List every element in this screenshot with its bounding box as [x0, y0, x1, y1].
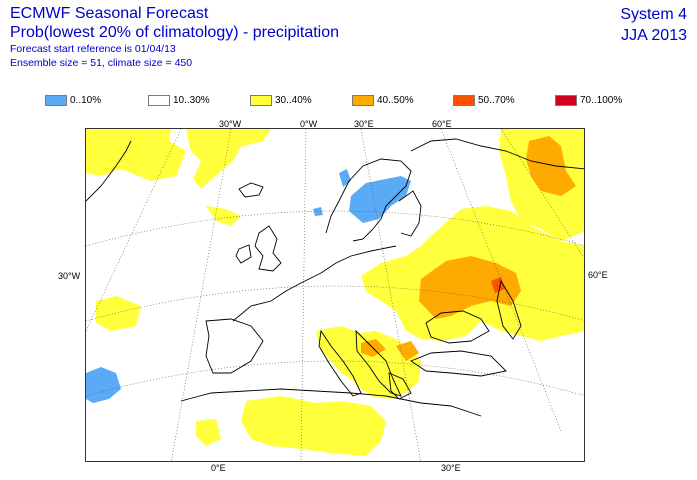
grid-label-left-30w: 30°W [58, 271, 81, 281]
probability-40-50-areas [361, 136, 576, 361]
legend: 0..10% 10..30% 30..40% 40..50% 50..70% 7… [0, 94, 697, 110]
coast-balkans [355, 329, 402, 397]
forecast-start-reference: Forecast start reference is 01/04/13 [10, 43, 176, 55]
coast-russia-north [410, 138, 584, 170]
coast-greece [388, 372, 412, 400]
coast-europe [232, 245, 397, 322]
forecast-subtitle: Prob(lowest 20% of climatology) - precip… [10, 24, 340, 41]
legend-label-50-70: 50..70% [478, 95, 515, 106]
grid-label-top-30e: 30°E [354, 119, 374, 129]
ensemble-size: Ensemble size = 51, climate size = 450 [10, 56, 193, 69]
legend-label-10-30: 10..30% [173, 95, 210, 106]
coast-iberia [205, 318, 264, 374]
graticule [86, 129, 584, 461]
area-scandinavia-blue [349, 176, 411, 223]
area-iceland-sea [206, 206, 241, 226]
forecast-title: ECMWF Seasonal Forecast [10, 5, 209, 22]
legend-swatch-50-70 [453, 95, 475, 106]
area-north-africa [241, 396, 386, 456]
coast-turkey [410, 350, 507, 377]
map-canvas [86, 129, 584, 461]
legend-swatch-40-50 [352, 95, 374, 106]
season-label: JJA 2013 [621, 27, 687, 44]
area-balkans [316, 326, 421, 399]
coast-britain [254, 225, 282, 272]
system-label: System 4 [620, 6, 687, 23]
coast-africa [180, 388, 482, 417]
legend-label-30-40: 30..40% [275, 95, 312, 106]
area-atlantic-blue [86, 367, 121, 403]
coast-ireland [235, 244, 252, 264]
coast-scandinavia [325, 158, 412, 242]
title-block: ECMWF Seasonal Forecast Prob(lowest 20% … [10, 6, 339, 68]
area-danube-orange [396, 341, 419, 361]
coast-finland [398, 190, 422, 237]
legend-label-0-10: 0..10% [70, 95, 102, 106]
area-north-atlantic [86, 129, 186, 181]
area-greenland-sea [186, 129, 271, 189]
coast-caspian [496, 279, 522, 340]
coast-black-sea [425, 310, 490, 344]
grid-label-bottom-0e: 0°E [211, 463, 226, 473]
legend-swatch-70-100 [555, 95, 577, 106]
legend-label-70-100: 70..100% [580, 95, 623, 106]
legend-swatch-0-10 [45, 95, 67, 106]
area-norway-blue [339, 169, 351, 187]
probability-map [85, 128, 585, 462]
grid-label-top-60e: 60°E [432, 119, 452, 129]
area-iberia-coast [96, 296, 141, 331]
area-atlantic-south [196, 419, 221, 446]
probability-0-10-areas [86, 169, 411, 403]
grid-label-bottom-30e: 30°E [441, 463, 461, 473]
area-black-sea-orange [441, 284, 471, 313]
grid-label-top-30w: 30°W [219, 119, 242, 129]
system-block: System 4 JJA 2013 [620, 6, 687, 48]
grid-label-top-0w: 0°W [300, 119, 318, 129]
coast-iceland [238, 182, 264, 198]
coast-italy [318, 329, 362, 397]
legend-swatch-30-40 [250, 95, 272, 106]
area-small-blue [313, 207, 323, 216]
grid-label-right-60e: 60°E [588, 270, 608, 280]
legend-label-40-50: 40..50% [377, 95, 414, 106]
coastlines [86, 138, 584, 417]
area-ural-orange [526, 136, 576, 196]
coast-greenland-e [86, 140, 132, 202]
legend-swatch-10-30 [148, 95, 170, 106]
